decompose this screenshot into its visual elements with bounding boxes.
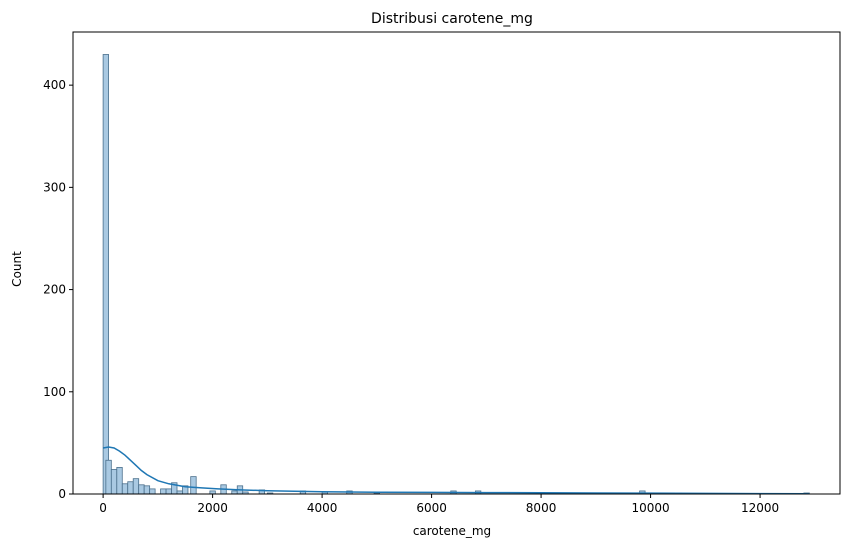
y-tick-label: 200 [43,283,66,297]
histogram-bar [102,54,109,495]
x-tick-label: 8000 [526,501,557,515]
histogram-bar [165,488,172,495]
histogram-bar [149,488,156,495]
x-tick-label: 2000 [197,501,228,515]
x-tick-label: 0 [99,501,107,515]
histogram-bar [138,484,145,495]
chart-title: Distribusi carotene_mg [371,11,533,27]
histogram-bar [105,459,112,495]
y-tick-label: 100 [43,385,66,399]
histogram-bar [110,469,118,495]
y-tick-label: 400 [43,78,66,92]
kde-line [102,446,810,495]
y-axis-ticks: 0 100 200 300 400 [43,78,73,501]
histogram-bar [116,467,123,495]
x-tick-label: 4000 [307,501,338,515]
histogram-bar [132,478,140,495]
y-tick-label: 300 [43,180,66,194]
histogram-bar [190,476,197,495]
x-tick-label: 10000 [631,501,669,515]
y-tick-label: 0 [58,487,66,501]
plot-area [102,54,810,495]
x-axis-label: carotene_mg [413,524,491,538]
histogram-bar [121,483,129,495]
histogram-bar [143,485,151,495]
histogram-bar [127,481,134,495]
x-tick-label: 6000 [416,501,447,515]
plot-frame [72,31,841,495]
x-tick-label: 12000 [741,501,779,515]
histogram-bar [160,488,167,495]
y-axis-label: Count [10,251,24,287]
x-axis-ticks: 0 2000 4000 6000 8000 10000 12000 [99,494,779,515]
